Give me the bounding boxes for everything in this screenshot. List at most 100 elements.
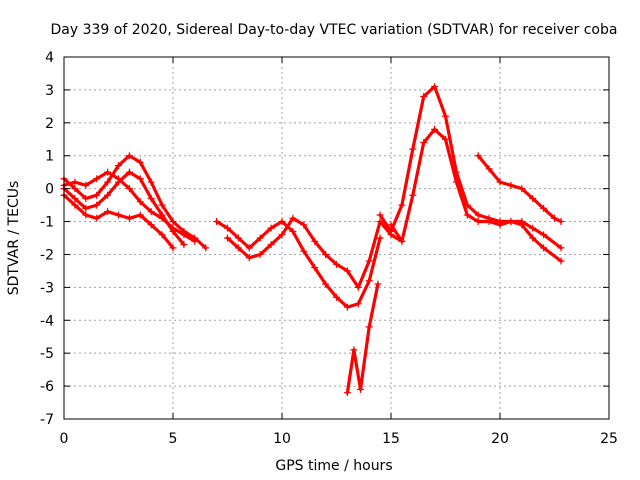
data-point	[289, 214, 297, 222]
data-point	[376, 234, 384, 242]
data-point	[147, 178, 155, 186]
y-tick-label: -4	[40, 313, 54, 329]
data-point	[374, 280, 382, 288]
data-point	[557, 244, 565, 252]
data-point	[278, 231, 286, 239]
data-point	[496, 221, 504, 229]
data-point	[82, 211, 90, 219]
data-point	[398, 201, 406, 209]
data-point	[104, 178, 112, 186]
x-tick-label: 5	[169, 431, 178, 447]
data-point	[376, 211, 384, 219]
data-point	[354, 300, 362, 308]
data-point	[234, 244, 242, 252]
data-point	[93, 175, 101, 183]
data-point	[322, 250, 330, 258]
data-point	[442, 112, 449, 120]
x-tick-label: 25	[600, 431, 618, 447]
data-point	[180, 241, 188, 249]
data-point	[518, 185, 526, 193]
series-trace	[389, 127, 563, 263]
y-axis-label: SDTVAR / TECUs	[6, 181, 22, 296]
data-point	[93, 214, 101, 222]
data-point	[557, 218, 565, 226]
data-point	[289, 227, 297, 235]
data-point	[485, 218, 493, 226]
data-point	[311, 237, 319, 245]
data-point	[104, 191, 112, 199]
data-point	[115, 162, 122, 170]
data-point	[71, 195, 79, 203]
data-point	[463, 211, 471, 219]
series-sat-d	[60, 168, 199, 245]
y-tick-label: -6	[40, 379, 54, 395]
data-point	[104, 208, 112, 216]
data-point	[147, 195, 155, 203]
data-point	[354, 283, 362, 291]
data-point	[71, 185, 79, 193]
data-point	[529, 195, 537, 203]
data-point	[136, 158, 144, 166]
data-point	[158, 214, 166, 222]
data-point	[343, 389, 351, 397]
data-point	[158, 231, 166, 239]
x-axis-label: GPS time / hours	[275, 458, 392, 474]
data-point	[180, 231, 188, 239]
y-tick-label: 4	[45, 50, 54, 66]
series-sat-i	[387, 125, 565, 265]
x-tick-label: 20	[491, 431, 509, 447]
data-point	[136, 211, 144, 219]
axis-ticks: 0 5 10 15 20 25 -7 -6 -5 -4 -3 -2 -1 0 1 2 3 4	[40, 50, 618, 447]
data-point	[409, 191, 417, 199]
series-sat-f	[224, 214, 406, 291]
data-point	[387, 221, 395, 229]
y-tick-label: 0	[45, 182, 54, 198]
data-point	[507, 181, 515, 189]
series-sat-j	[474, 152, 565, 226]
data-point	[540, 204, 548, 212]
data-point	[169, 244, 177, 252]
data-point	[136, 175, 144, 183]
data-point	[350, 346, 358, 354]
data-point	[213, 218, 221, 226]
grid	[64, 57, 609, 419]
y-tick-label: -7	[40, 412, 54, 428]
data-point	[256, 250, 264, 258]
y-tick-label: 3	[45, 83, 54, 99]
data-point	[311, 264, 319, 272]
series-sat-c	[60, 191, 177, 252]
data-point	[71, 201, 79, 209]
data-point	[420, 139, 428, 147]
data-point	[82, 181, 90, 189]
data-point	[431, 125, 439, 133]
data-point	[376, 218, 384, 226]
data-point	[147, 208, 155, 216]
data-point	[256, 234, 264, 242]
x-tick-label: 15	[382, 431, 400, 447]
chart-title: Day 339 of 2020, Sidereal Day-to-day VTE…	[51, 22, 618, 38]
data-point	[333, 260, 340, 268]
data-point	[278, 218, 286, 226]
data-point	[474, 218, 482, 226]
data-point	[169, 224, 177, 232]
data-point	[93, 201, 101, 209]
y-tick-label: -1	[40, 215, 54, 231]
data-point	[202, 244, 210, 252]
series-sat-g	[343, 280, 382, 397]
y-tick-label: -2	[40, 247, 54, 263]
data-point	[104, 168, 112, 176]
data-point	[529, 224, 537, 232]
data-point	[245, 244, 253, 252]
data-point	[234, 234, 242, 242]
data-point	[431, 83, 439, 91]
data-point	[557, 257, 565, 265]
data-point	[365, 257, 373, 265]
data-point	[540, 244, 548, 252]
series-sat-e	[213, 218, 384, 311]
y-tick-label: 1	[45, 149, 54, 165]
plot-frame	[63, 56, 610, 420]
data-point	[300, 221, 308, 229]
data-point	[82, 204, 90, 212]
x-tick-label: 0	[60, 431, 69, 447]
